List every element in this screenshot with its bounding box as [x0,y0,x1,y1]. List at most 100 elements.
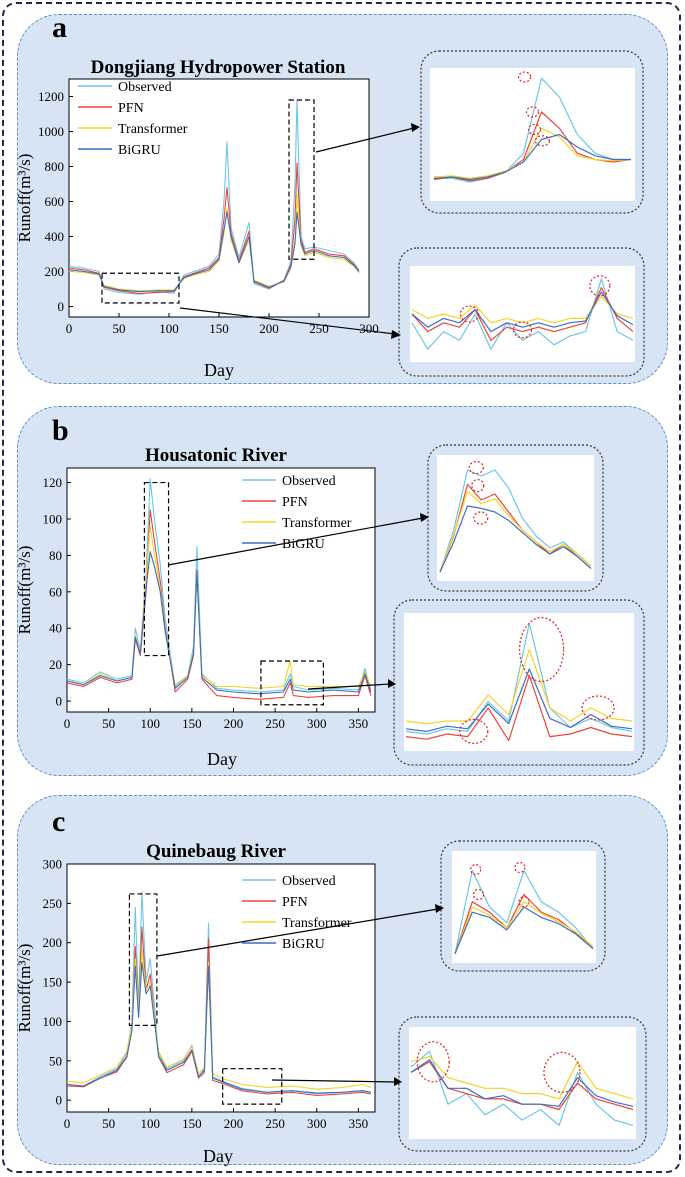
inset-line-transformer [454,901,594,955]
zoom-region-box [260,660,324,706]
legend-label: Observed [282,474,336,489]
highlight-circle [518,616,565,683]
inset-line-pfn [405,674,633,742]
y-tick-label: 800 [45,159,65,174]
highlight-circle [459,305,480,323]
series-line-pfn [68,162,360,294]
series-line-observed [68,99,360,295]
x-tick-label: 350 [349,1116,369,1131]
x-tick-label: 250 [309,321,329,336]
inset-line-transformer [405,648,633,725]
highlight-circle [527,123,542,136]
series-line-transformer [66,950,371,1090]
highlight-circle [518,896,530,908]
inset-lines-c1 [454,861,594,955]
chart-a: a Dongjiang Hydropower Station 0 50 100 150… [15,11,645,380]
plot-area-a [68,78,370,318]
x-axis-label-b: Day [207,749,237,769]
legend-label: PFN [118,101,144,116]
x-tick-label: 250 [265,716,285,731]
series-lines-b [66,478,372,700]
axis-ticks-a: 0 50 100 150 200 250 300 0 200 400 600 800 1000 1200 [38,89,379,336]
y-tick-label: 200 [45,264,65,279]
inset-line-observed [411,278,634,350]
highlight-circle [525,106,540,118]
x-tick-label: 150 [209,321,229,336]
y-tick-label: 100 [43,1014,63,1029]
highlight-circle [589,275,611,297]
y-tick-label: 250 [43,896,63,911]
series-lines-a [68,99,360,295]
plot-area-c [66,863,376,1113]
x-tick-label: 0 [66,321,73,336]
y-tick-label: 120 [43,475,63,490]
chart-b: b Housatonic River 0 50 100 150 200 250 300 350… [15,414,645,769]
chart-title-a: Dongjiang Hydropower Station [91,57,346,78]
x-axis-label-a: Day [204,360,234,380]
highlight-circle [472,888,485,901]
zoom-arrow-c2 [271,1079,397,1083]
arrowhead-b2 [388,679,396,688]
legend-label: Transformer [118,122,188,137]
inset-lines-a1 [433,71,632,183]
y-tick-label: 200 [43,935,63,950]
highlight-circle [518,71,532,83]
axis-ticks-c: 0 50 100 150 200 250 300 350 0 50 100 150 200 250 300 [43,857,369,1132]
y-tick-label: 0 [56,1093,63,1108]
zoom-boxes-b [143,481,324,706]
x-tick-label: 50 [113,321,126,336]
legend-label: PFN [282,495,308,510]
x-tick-label: 350 [349,716,369,731]
inset-line-transformer [439,491,592,573]
chart-title-b: Housatonic River [145,445,288,466]
legend-label: PFN [282,895,308,910]
y-tick-label: 400 [45,229,65,244]
x-tick-label: 300 [307,1116,327,1131]
highlight-circle [581,695,615,721]
axis-ticks-b: 0 50 100 150 200 250 300 350 0 20 40 60 80 100 120 [43,475,369,731]
y-tick-label: 150 [43,975,63,990]
plot-area-b [66,467,376,713]
y-tick-label: 80 [49,548,62,563]
highlight-circle [512,321,533,339]
zoom-region-box [143,481,170,657]
inset-line-bigru [454,906,594,955]
highlight-circle [468,461,484,475]
x-tick-label: 300 [359,321,379,336]
inset-line-transformer [433,127,632,179]
highlight-circle [543,1051,581,1094]
arrowhead-b1 [420,513,429,522]
highlight-circle [459,718,489,745]
legend-a: Observed PFN Transformer BiGRU [78,80,188,158]
arrowhead-c1 [435,904,444,913]
x-tick-label: 50 [102,1116,115,1131]
highlight-circle [416,1041,450,1083]
inset-lines-c2 [410,1041,634,1127]
y-tick-label: 600 [45,194,65,209]
y-tick-label: 50 [49,1053,62,1068]
arrowhead-c2 [394,1077,402,1086]
y-tick-label: 20 [49,657,62,672]
inset-lines-a2 [411,275,634,350]
zoom-region-box [128,893,158,1026]
x-axis-label-c: Day [203,1146,233,1166]
series-lines-c [66,891,371,1097]
y-axis-label-a: Runoff(m³/s) [15,154,34,243]
legend-label: Transformer [282,916,352,931]
y-axis-label-b: Runoff(m³/s) [15,546,34,635]
y-tick-label: 1000 [38,124,64,139]
inset-line-observed [439,469,592,573]
inset-line-bigru [411,291,634,333]
x-tick-label: 100 [140,1116,160,1131]
x-tick-label: 0 [64,1116,71,1131]
zoom-arrow-b1 [167,517,424,566]
zoom-arrow-a2 [179,307,396,335]
inset-lines-b2 [405,616,633,745]
zoom-region-box [101,272,180,304]
y-tick-label: 0 [58,299,65,314]
highlight-circle [514,861,526,874]
series-line-bigru [66,961,371,1094]
arrowhead-a2 [391,330,401,339]
highlight-circle [534,135,550,147]
panel-label-c: c [52,805,65,838]
